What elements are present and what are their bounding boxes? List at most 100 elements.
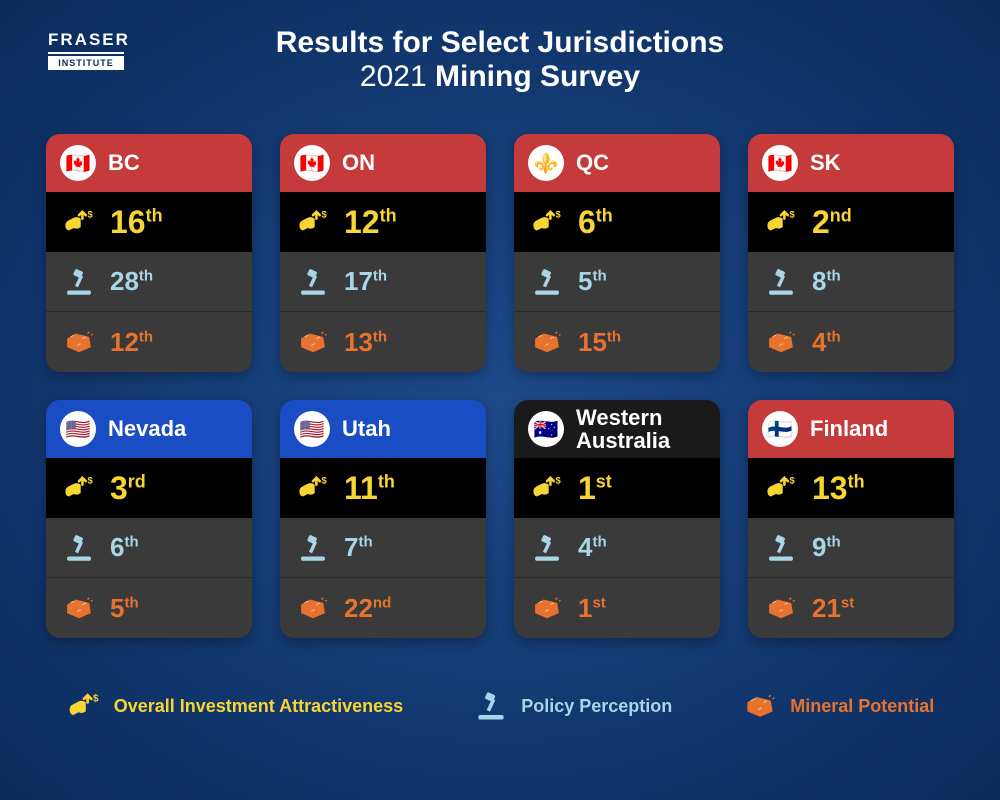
investment-icon: [530, 473, 564, 503]
card-header: 🇨🇦BC: [46, 134, 252, 192]
gavel-icon: [530, 533, 564, 563]
jurisdiction-card: 🇫🇮Finland 13th 9th 21st: [748, 400, 954, 638]
page-title: Results for Select Jurisdictions 2021 Mi…: [0, 0, 1000, 94]
flag-icon: 🇨🇦: [762, 145, 798, 181]
investment-icon: [296, 473, 330, 503]
mineral-rank: 21st: [812, 593, 854, 624]
legend-label: Mineral Potential: [790, 696, 934, 717]
investment-rank-row: 12th: [280, 192, 486, 252]
investment-rank-row: 11th: [280, 458, 486, 518]
investment-rank-row: 3rd: [46, 458, 252, 518]
flag-icon: 🇫🇮: [762, 411, 798, 447]
title-line2: Mining Survey: [435, 60, 640, 93]
logo-top: FRASER: [48, 28, 124, 50]
mineral-icon: [530, 593, 564, 623]
mineral-rank-row: 13th: [280, 312, 486, 372]
policy-rank: 6th: [110, 532, 139, 563]
gavel-icon: [62, 533, 96, 563]
mineral-rank-row: 12th: [46, 312, 252, 372]
policy-rank-row: 9th: [748, 518, 954, 578]
policy-rank: 17th: [344, 266, 387, 297]
mineral-icon: [742, 690, 778, 722]
flag-icon: 🇨🇦: [294, 145, 330, 181]
policy-rank-row: 6th: [46, 518, 252, 578]
card-name: Utah: [342, 417, 391, 440]
investment-rank: 1st: [578, 470, 612, 507]
card-header: 🇦🇺WesternAustralia: [514, 400, 720, 458]
mineral-rank: 4th: [812, 327, 841, 358]
investment-icon: [764, 207, 798, 237]
legend-item: Policy Perception: [473, 690, 672, 722]
investment-icon: [62, 207, 96, 237]
card-name: Nevada: [108, 417, 186, 440]
mineral-rank: 12th: [110, 327, 153, 358]
mineral-icon: [296, 327, 330, 357]
mineral-icon: [62, 327, 96, 357]
card-header: ⚜️QC: [514, 134, 720, 192]
investment-rank: 3rd: [110, 470, 146, 507]
mineral-icon: [764, 327, 798, 357]
mineral-rank-row: 1st: [514, 578, 720, 638]
gavel-icon: [296, 533, 330, 563]
jurisdiction-card: 🇨🇦SK2nd8th4th: [748, 134, 954, 372]
jurisdiction-card: 🇨🇦BC16th28th12th: [46, 134, 252, 372]
flag-icon: 🇺🇸: [294, 411, 330, 447]
policy-rank-row: 4th: [514, 518, 720, 578]
mineral-rank-row: 22nd: [280, 578, 486, 638]
policy-rank: 5th: [578, 266, 607, 297]
investment-icon: [62, 473, 96, 503]
card-header: 🇺🇸Nevada: [46, 400, 252, 458]
policy-rank: 7th: [344, 532, 373, 563]
gavel-icon: [764, 267, 798, 297]
cards-grid: 🇨🇦BC16th28th12th🇨🇦ON12th17th13th⚜️QC6th5…: [0, 134, 1000, 638]
policy-rank: 9th: [812, 532, 841, 563]
card-name: WesternAustralia: [576, 406, 670, 452]
mineral-icon: [62, 593, 96, 623]
mineral-rank-row: 4th: [748, 312, 954, 372]
investment-rank: 6th: [578, 204, 613, 241]
legend: Overall Investment Attractiveness Policy …: [0, 690, 1000, 722]
mineral-rank: 15th: [578, 327, 621, 358]
gavel-icon: [296, 267, 330, 297]
flag-icon: 🇨🇦: [60, 145, 96, 181]
investment-rank: 11th: [344, 470, 395, 507]
fraser-logo: FRASER INSTITUTE: [48, 28, 124, 70]
investment-rank-row: 6th: [514, 192, 720, 252]
mineral-icon: [764, 593, 798, 623]
card-header: 🇨🇦SK: [748, 134, 954, 192]
policy-rank-row: 28th: [46, 252, 252, 312]
policy-rank-row: 8th: [748, 252, 954, 312]
mineral-rank: 22nd: [344, 593, 391, 624]
card-name: ON: [342, 151, 375, 174]
gavel-icon: [473, 690, 509, 722]
card-name: QC: [576, 151, 609, 174]
policy-rank: 8th: [812, 266, 841, 297]
mineral-rank-row: 15th: [514, 312, 720, 372]
mineral-rank-row: 5th: [46, 578, 252, 638]
policy-rank-row: 17th: [280, 252, 486, 312]
legend-item: Overall Investment Attractiveness: [66, 690, 403, 722]
mineral-icon: [296, 593, 330, 623]
legend-label: Policy Perception: [521, 696, 672, 717]
mineral-rank: 13th: [344, 327, 387, 358]
investment-icon: [764, 473, 798, 503]
jurisdiction-card: 🇺🇸 Utah 11th 7th 22nd: [280, 400, 486, 638]
gavel-icon: [764, 533, 798, 563]
policy-rank: 4th: [578, 532, 607, 563]
policy-rank-row: 7th: [280, 518, 486, 578]
investment-rank: 13th: [812, 470, 865, 507]
title-line1: Results for Select Jurisdictions: [0, 26, 1000, 60]
card-header: 🇺🇸 Utah: [280, 400, 486, 458]
policy-rank-row: 5th: [514, 252, 720, 312]
card-header: 🇫🇮Finland: [748, 400, 954, 458]
jurisdiction-card: 🇨🇦 ON 12th 17th 13th: [280, 134, 486, 372]
mineral-rank: 1st: [578, 593, 606, 624]
logo-bottom: INSTITUTE: [48, 56, 124, 70]
policy-rank: 28th: [110, 266, 153, 297]
investment-rank-row: 1st: [514, 458, 720, 518]
jurisdiction-card: 🇦🇺WesternAustralia 1st 4th 1st: [514, 400, 720, 638]
mineral-rank: 5th: [110, 593, 139, 624]
jurisdiction-card: 🇺🇸Nevada 3rd 6th 5th: [46, 400, 252, 638]
jurisdiction-card: ⚜️QC 6th 5th 15th: [514, 134, 720, 372]
mineral-rank-row: 21st: [748, 578, 954, 638]
